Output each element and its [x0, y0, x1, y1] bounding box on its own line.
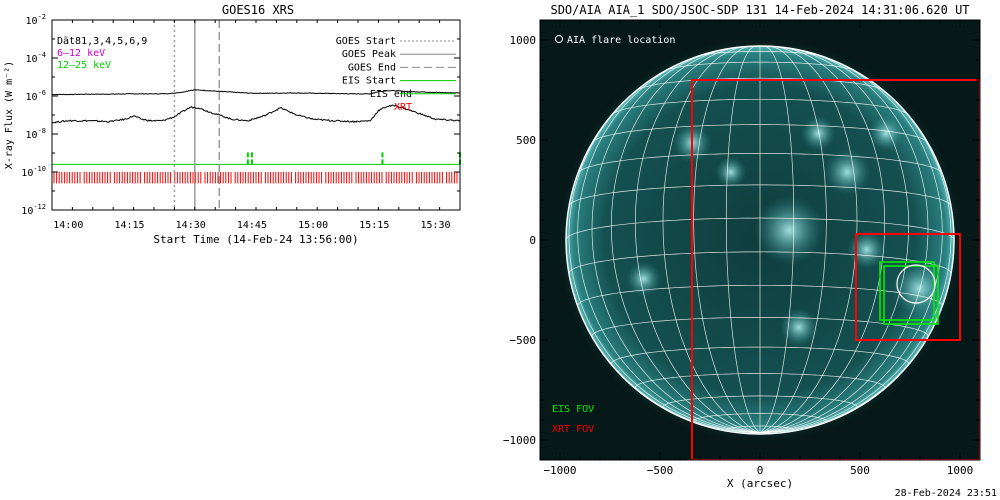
flare-location-legend-icon [555, 35, 563, 43]
aia-image: AIA flare location EIS FOV XRT FOV [552, 34, 980, 460]
grid-meridian [759, 45, 827, 434]
goes-event-legend-label: GOES Start [336, 36, 396, 47]
eis-fov-label: EIS FOV [552, 404, 594, 415]
grid-meridian [759, 46, 886, 434]
goes-event-legend-label: GOES End [348, 62, 396, 73]
aia-y-axis: 1000 500 0 −500 −1000 [503, 34, 980, 447]
grid-meridian [634, 46, 761, 434]
grid-parallel [664, 61, 856, 72]
grid-parallel [592, 124, 928, 143]
grid-meridian [693, 45, 761, 434]
footer-timestamp: 28-Feb-2024 23:51 [895, 488, 997, 499]
goes-xtick-label: 14:15 [114, 220, 144, 231]
aia-xtick-label: −1000 [543, 464, 576, 477]
xrt-fov-box [855, 233, 961, 341]
grid-parallel [693, 413, 827, 422]
aia-xtick-label: −500 [647, 464, 674, 477]
goes-xtick-label: 14:00 [53, 220, 83, 231]
series-line-long [52, 89, 461, 96]
goes-legend-entry: 6–12 keV [57, 48, 105, 59]
active-region-patch [824, 148, 871, 196]
aia-ytick-label: −500 [510, 334, 537, 347]
grid-meridian [662, 46, 761, 434]
grid-parallel [634, 373, 886, 388]
active-region-patch [800, 115, 836, 151]
grid-meridian [591, 49, 761, 434]
aia-ytick-label: 500 [516, 134, 536, 147]
aia-x-axis: −1000 −500 0 500 1000 [543, 20, 973, 477]
grid-parallel [577, 153, 943, 173]
grid-meridian [725, 45, 761, 434]
active-region-patch [868, 115, 904, 151]
goes-ytick-label: 10-4 [26, 51, 46, 65]
active-region-patch [754, 195, 825, 266]
aia-xtick-label: 0 [757, 464, 764, 477]
grid-parallel [577, 284, 943, 306]
grid-parallel [565, 217, 955, 241]
grid-parallel [662, 395, 858, 407]
xrt-fov-box [691, 79, 980, 460]
goes-ytick-label: 10-10 [21, 165, 46, 179]
grid-parallel [725, 425, 795, 430]
goes-legend-entry: Dät81,3,4,5,6,9 [57, 36, 147, 47]
goes-event-legend: GOES Start GOES Peak GOES End EIS Start EIS … [336, 36, 456, 113]
solar-limb [565, 45, 955, 435]
goes-event-legend-label: EIS end [370, 89, 412, 100]
goes-xtick-label: 15:30 [420, 220, 450, 231]
aia-ytick-label: 0 [529, 234, 536, 247]
goes-ytick-label: 10-2 [26, 13, 46, 27]
active-region-patch [626, 261, 662, 297]
grid-meridian [759, 77, 952, 434]
grid-parallel [636, 77, 884, 91]
goes-event-legend-label: GOES Peak [342, 49, 396, 60]
goes-y-axis: 10-2 10-4 10-6 10-8 10-10 10-12 [21, 13, 460, 217]
flare-location-circle [896, 264, 936, 304]
aia-title: SDO/AIA AIA_1 SDO/JSOC-SDP 131 14-Feb-20… [550, 3, 969, 17]
xrt-fov-label: XRT FOV [552, 424, 594, 435]
goes-xtick-label: 15:15 [359, 220, 389, 231]
goes-event-legend-label: XRT [394, 102, 412, 113]
goes-xtick-label: 15:00 [298, 220, 328, 231]
grid-parallel [611, 98, 909, 115]
grid-meridian [759, 45, 795, 434]
grid-parallel [568, 184, 952, 206]
goes-plot-area [51, 20, 461, 210]
grid-parallel [611, 346, 909, 364]
aia-xlabel: X (arcsec) [727, 477, 793, 490]
grid-parallel [697, 51, 823, 57]
goes-ytick-label: 10-8 [26, 127, 46, 141]
goes-xtick-label: 14:30 [176, 220, 206, 231]
goes-xtick-label: 14:45 [237, 220, 267, 231]
grid-meridian [759, 49, 929, 434]
goes-panel: GOES16 XRS 10-2 10-4 10-6 10-8 10-10 10-12 14… [4, 3, 461, 246]
aia-panel: SDO/AIA AIA_1 SDO/JSOC-SDP 131 14-Feb-20… [503, 3, 981, 490]
goes-event-legend-label: EIS Start [342, 76, 396, 87]
grid-parallel [591, 317, 929, 337]
grid-meridian [568, 77, 761, 434]
series-line-short [51, 104, 461, 124]
aia-ytick-label: 1000 [510, 34, 537, 47]
goes-x-axis: 14:00 14:15 14:30 14:45 15:00 15:15 15:30 [51, 20, 461, 231]
goes-ytick-label: 10-12 [21, 203, 46, 217]
goes-ylabel: X-ray Flux (W m⁻²) [4, 61, 15, 169]
active-region-patch [715, 156, 747, 188]
xrt-raster-band [53, 172, 458, 184]
goes-xlabel: Start Time (14-Feb-24 13:56:00) [153, 233, 358, 246]
goes-ytick-label: 10-6 [26, 89, 46, 103]
aia-xtick-label: 1000 [947, 464, 974, 477]
aia-ytick-label: −1000 [503, 434, 536, 447]
goes-title: GOES16 XRS [222, 3, 294, 17]
goes-legend-entry: 12–25 keV [57, 60, 111, 71]
flare-location-legend-label: AIA flare location [567, 35, 675, 46]
aia-xtick-label: 500 [850, 464, 870, 477]
